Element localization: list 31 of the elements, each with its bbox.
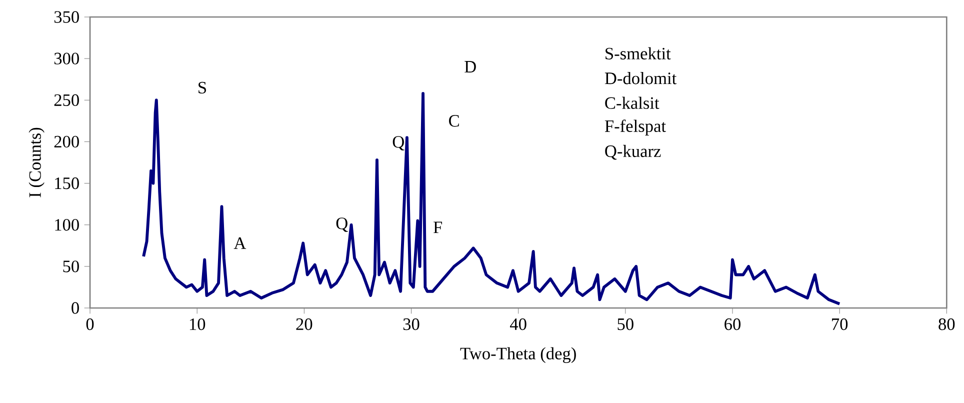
annotation: S xyxy=(198,82,206,94)
annotation: C-kalsit xyxy=(605,96,660,109)
x-tick-label: 70 xyxy=(832,318,848,330)
annotation: Q xyxy=(392,136,404,150)
y-tick-label: 0 xyxy=(72,302,79,314)
x-tick-label: 80 xyxy=(938,318,955,330)
x-axis-title: Two-Theta (deg) xyxy=(460,347,576,364)
annotation: C xyxy=(449,115,459,127)
annotation: S-smektit xyxy=(606,47,671,60)
annotation: Q-kuarz xyxy=(605,144,661,160)
y-tick-label: 250 xyxy=(54,94,79,106)
x-tick-label: 20 xyxy=(296,318,312,330)
y-axis-title: I (Counts) xyxy=(28,128,44,198)
annotation: F xyxy=(433,222,442,234)
x-tick-label: 0 xyxy=(86,318,94,330)
x-tick-label: 40 xyxy=(510,318,526,330)
annotation: F-felspat xyxy=(604,120,666,136)
x-tick-label: 50 xyxy=(618,318,634,330)
x-tick-label: 60 xyxy=(724,318,740,330)
annotation: D-dolomit xyxy=(604,72,677,84)
y-tick-label: 200 xyxy=(54,136,79,148)
x-tick-label: 10 xyxy=(190,318,206,330)
y-tick-label: 300 xyxy=(54,52,79,64)
y-tick-label: 350 xyxy=(54,11,79,23)
annotation: A xyxy=(234,237,246,249)
y-tick-label: 100 xyxy=(55,219,79,231)
annotation: Q xyxy=(336,218,348,232)
y-tick-label: 150 xyxy=(55,177,79,190)
y-tick-label: 50 xyxy=(63,260,79,272)
x-tick-label: 30 xyxy=(403,318,420,330)
annotation: D xyxy=(464,61,476,72)
